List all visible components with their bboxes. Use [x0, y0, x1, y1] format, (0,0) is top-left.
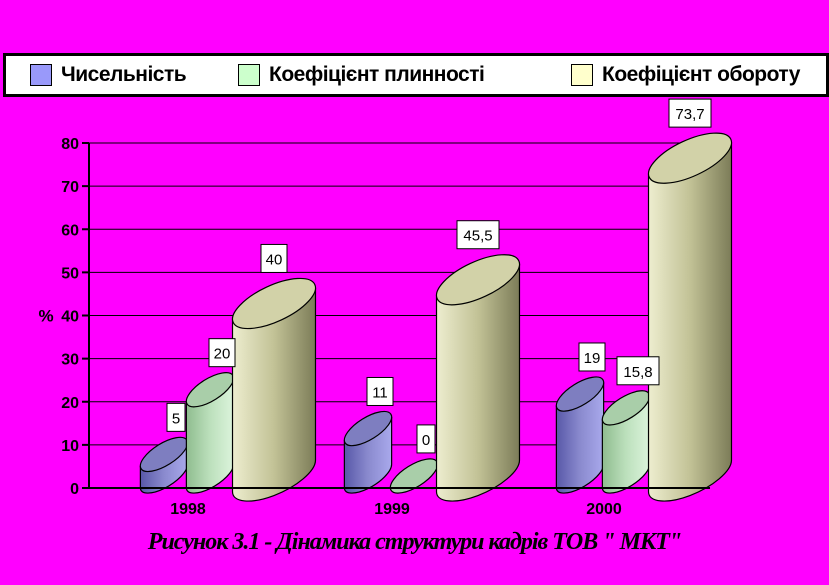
data-label-text: 15,8: [623, 364, 652, 381]
legend-item-plynnosti: Коефіцієнт плинності: [238, 56, 485, 94]
chart-caption: Рисунок 3.1 - Дінамика структури кадрів …: [147, 529, 682, 555]
data-label-box: [166, 402, 186, 432]
legend-label: Чисельність: [61, 63, 187, 86]
y-tick-label: 70: [61, 179, 79, 196]
y-tick-label: 40: [61, 309, 79, 326]
data-label-box: [578, 342, 606, 372]
cylinder-top: [343, 410, 393, 447]
data-label-box: [416, 424, 436, 454]
data-label-text: 45,5: [463, 228, 492, 245]
cylinder-top: [647, 132, 733, 184]
y-tick-label: 20: [61, 395, 79, 412]
legend-item-oborotu: Коефіцієнт обороту: [571, 56, 800, 94]
chart-legend: Чисельність Коефіцієнт плинності Коефіці…: [3, 53, 829, 97]
data-label-box: [456, 220, 500, 250]
y-axis-title: %: [38, 307, 53, 326]
data-label-text: 5: [172, 410, 180, 427]
data-label-text: 20: [214, 346, 231, 363]
data-label-text: 73,7: [675, 106, 704, 123]
legend-label: Коефіцієнт обороту: [602, 63, 800, 86]
data-label-box: [260, 243, 288, 273]
cylinder-top: [389, 458, 439, 494]
legend-item-chiselnist: Чисельність: [30, 56, 187, 94]
data-label-text: 19: [584, 350, 601, 367]
cylinder-body: [436, 264, 520, 502]
legend-label: Коефіцієнт плинності: [269, 63, 485, 86]
y-tick-label: 50: [61, 265, 79, 282]
legend-swatch-green: [238, 64, 260, 86]
data-label-box: [668, 98, 712, 128]
data-label-box: [366, 376, 394, 406]
data-label-box: [208, 338, 236, 368]
category-label: 1999: [374, 501, 410, 518]
data-label-text: 11: [372, 384, 388, 401]
cylinder-top: [555, 376, 605, 412]
y-tick-label: 0: [70, 481, 79, 498]
data-label-text: 40: [266, 251, 283, 268]
category-label: 2000: [586, 501, 622, 518]
cylinder-body: [648, 142, 732, 502]
y-tick-label: 30: [61, 352, 79, 369]
data-label-box: [616, 356, 660, 386]
cylinder-body: [232, 287, 316, 502]
cylinder-top: [435, 254, 521, 306]
cylinder-top: [231, 277, 317, 330]
y-tick-label: 10: [61, 438, 79, 455]
y-tick-label: 80: [61, 136, 79, 153]
legend-swatch-blue: [30, 64, 52, 86]
cylinder-body-outline: [435, 264, 521, 502]
cylinder-body-outline: [647, 142, 733, 502]
y-tick-label: 60: [61, 222, 79, 239]
data-label-text: 0: [422, 432, 430, 449]
legend-swatch-yellow: [571, 64, 593, 86]
cylinder-body-outline: [231, 287, 317, 502]
category-label: 1998: [170, 501, 206, 518]
